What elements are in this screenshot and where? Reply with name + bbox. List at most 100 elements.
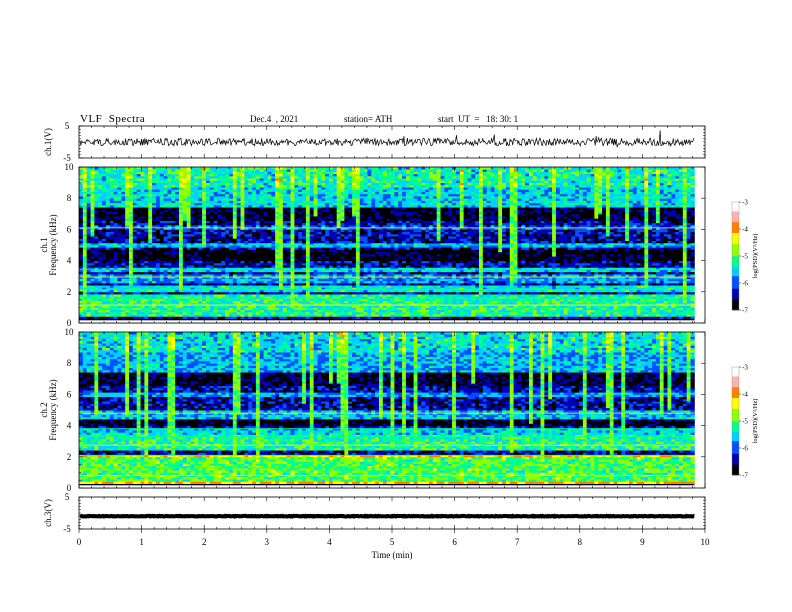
ch2-colorbar-tick-label: -7 [742,472,748,480]
ch1-colorbar-swatch [732,248,739,251]
ch1-colorbar-swatch [732,234,739,237]
ch1-colorbar-swatch [732,211,739,214]
ch1-colorbar-swatch [732,293,739,296]
ch1-colorbar-swatch [732,302,739,305]
ch2-colorbar-swatch [732,467,739,470]
ch2-colorbar-swatch [732,372,739,375]
ch2-colorbar-swatch [732,464,739,467]
ch2-colorbar-swatch [732,466,739,469]
ch2-colorbar-swatch [732,473,739,476]
time-axis-tick-label: 6 [452,537,457,547]
ch1-colorbar-swatch [732,290,739,293]
ch2-colorbar-swatch [732,395,739,398]
ch2-colorbar-tick-label: -6 [742,445,748,453]
ch1-colorbar-swatch [732,256,739,259]
ch1-colorbar-swatch [732,295,739,298]
ch1-colorbar-swatch [732,225,739,228]
ch2-colorbar-swatch [732,435,739,438]
ch2-colorbar-swatch [732,421,739,424]
ch1-colorbar-swatch [732,286,739,289]
ch1-colorbar-swatch [732,263,739,266]
ch2-colorbar-swatch [732,415,739,418]
ch1-waveform-frame [78,125,706,159]
ch1-colorbar-swatch [732,230,739,233]
ch1-colorbar-swatch [732,229,739,232]
ch1-colorbar: -3 -4 -5 -6 -7 log(PSD)(V²/Hz) [731,199,759,315]
ch2-colorbar-tick-label: -3 [742,364,748,372]
ch2-colorbar-swatch [732,399,739,402]
ch1-colorbar-label: log(PSD)(V²/Hz) [752,234,759,279]
ch2-colorbar-swatch [732,433,739,436]
ch1-colorbar-swatch [732,275,739,278]
ch1-colorbar-swatch [732,266,739,269]
ch1-spectrogram-baseline-strip [79,319,695,323]
ch2-colorbar-swatch [732,437,739,440]
ch1-spectrogram-ytick-label: 10 [65,162,75,172]
ch1-colorbar-swatch [732,227,739,230]
ch2-colorbar-swatch [732,367,739,370]
ch3-waveform-ytick-label: -5 [63,524,71,534]
ch3-waveform-panel: 5 -5 ch.3(V) [43,492,706,534]
ch2-spectrogram-ytick-label: 0 [67,483,72,493]
ch2-spectrogram-cells [79,332,695,489]
ch1-colorbar-swatch [732,220,739,223]
ch2-spectrogram-ylabel-frequency: Frequency (kHz) [48,379,58,440]
ch2-colorbar-swatch [732,404,739,407]
ch1-colorbar-swatch [732,283,739,286]
ch2-colorbar-swatch [732,370,739,373]
ch2-spectrogram-baseline-line [79,484,695,486]
ch2-colorbar-swatch [732,379,739,382]
ch2-colorbar-swatch [732,381,739,384]
ch2-colorbar-swatch [732,448,739,451]
ch1-colorbar-swatch [732,270,739,273]
ch1-colorbar-swatch [732,216,739,219]
ch1-colorbar-swatch [732,241,739,244]
ch2-spectrogram-ytick-label: 4 [67,421,72,431]
ch1-colorbar-swatch [732,259,739,262]
ch1-colorbar-swatch [732,221,739,224]
ch2-colorbar-swatch [732,383,739,386]
ch2-colorbar-swatch [732,388,739,391]
ch1-spectrogram-ylabel-frequency: Frequency (kHz) [48,214,58,275]
ch1-spectrogram-ylabel-channel: ch.1 [39,237,49,252]
ch2-colorbar-swatch [732,401,739,404]
time-axis-tick-label: 9 [640,537,645,547]
ch1-colorbar-swatch [732,299,739,302]
ch1-colorbar-swatch [732,265,739,268]
ch1-spectrogram-ytick-label: 0 [67,318,72,328]
ch1-colorbar-tick-label: -5 [742,253,748,261]
ch1-colorbar-swatch [732,284,739,287]
ch2-colorbar-swatch [732,408,739,411]
ch1-colorbar-swatch [732,252,739,255]
time-axis-tick-label: 7 [515,537,520,547]
ch1-colorbar-swatch [732,232,739,235]
time-axis-tick-label: 3 [265,537,270,547]
ch1-colorbar-tick-label: -7 [742,307,748,315]
ch2-colorbar-swatch [732,368,739,371]
ch2-colorbar-swatch [732,390,739,393]
ch2-colorbar-swatch [732,412,739,415]
ch2-colorbar-swatch [732,449,739,452]
station-label: station= ATH [344,114,392,124]
ch2-colorbar-swatch [732,446,739,449]
ch3-waveform-frame [78,496,706,530]
ch1-colorbar-swatch [732,281,739,284]
ch1-waveform-ytick-label: -5 [63,153,71,163]
ch1-colorbar-swatch [732,297,739,300]
ch2-colorbar-swatch [732,376,739,379]
ch2-colorbar-swatch [732,431,739,434]
ch1-waveform-ytick-label: 5 [65,121,70,131]
ch1-colorbar-swatch [732,261,739,264]
date-label: Dec.4 , 2021 [250,114,298,124]
ch1-colorbar-tick-label: -6 [742,280,748,288]
ch1-colorbar-swatch [732,247,739,250]
ch2-colorbar-swatch [732,453,739,456]
ch1-colorbar-swatch [732,218,739,221]
ch1-colorbar-swatch [732,245,739,248]
ch1-colorbar-swatch [732,212,739,215]
ch2-colorbar-swatch [732,386,739,389]
ch1-colorbar-swatch [732,254,739,257]
ch2-spectrogram-baseline-strip [79,484,695,488]
ch1-colorbar-swatch [732,274,739,277]
ch1-colorbar-swatch [732,209,739,212]
